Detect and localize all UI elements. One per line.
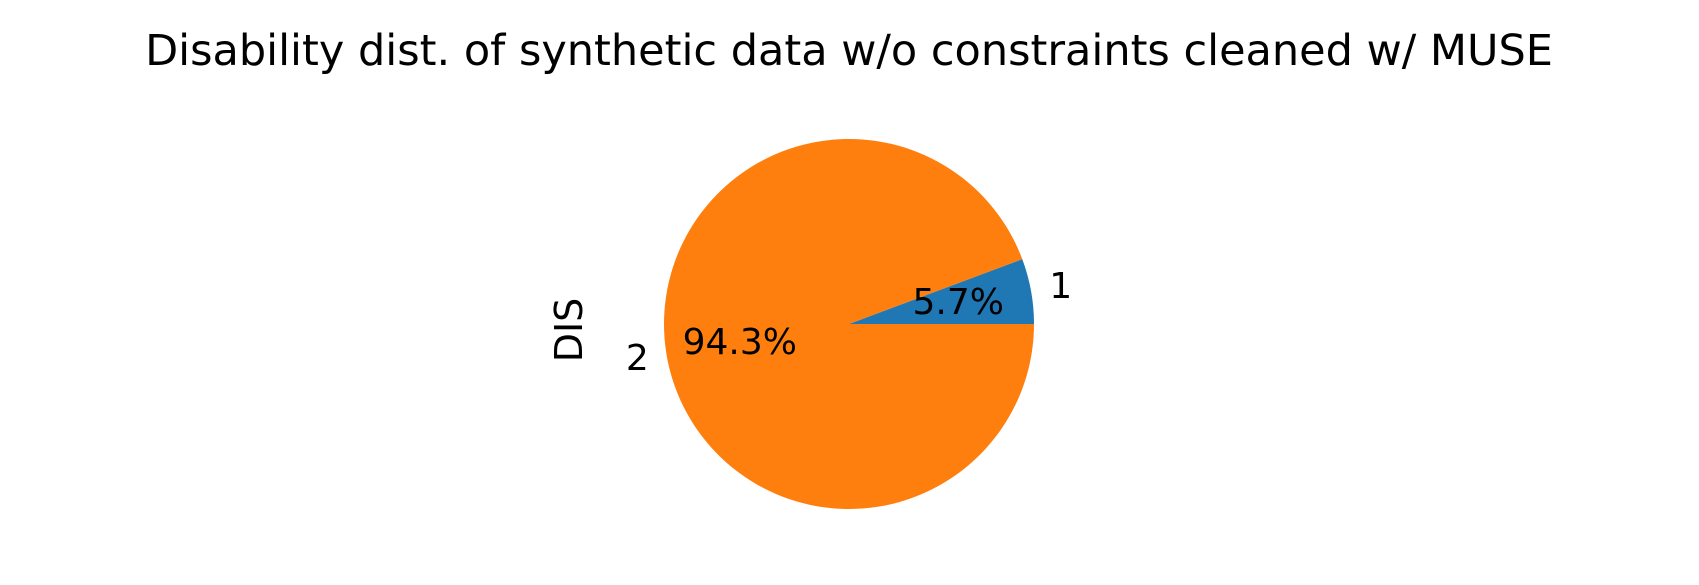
slice-percent-2: 94.3% (683, 322, 797, 363)
slice-label-1: 1 (1049, 266, 1072, 307)
pie-slice-1 (849, 259, 1034, 324)
slice-percent-1: 5.7% (912, 282, 1003, 323)
pie-slice-2 (664, 139, 1034, 510)
y-axis-label: DIS (547, 298, 591, 363)
pie-labels: 1 5.7% 2 94.3% (626, 266, 1072, 379)
pie-slices (664, 139, 1034, 510)
chart-title: Disability dist. of synthetic data w/o c… (145, 26, 1553, 76)
slice-label-2: 2 (626, 338, 649, 379)
